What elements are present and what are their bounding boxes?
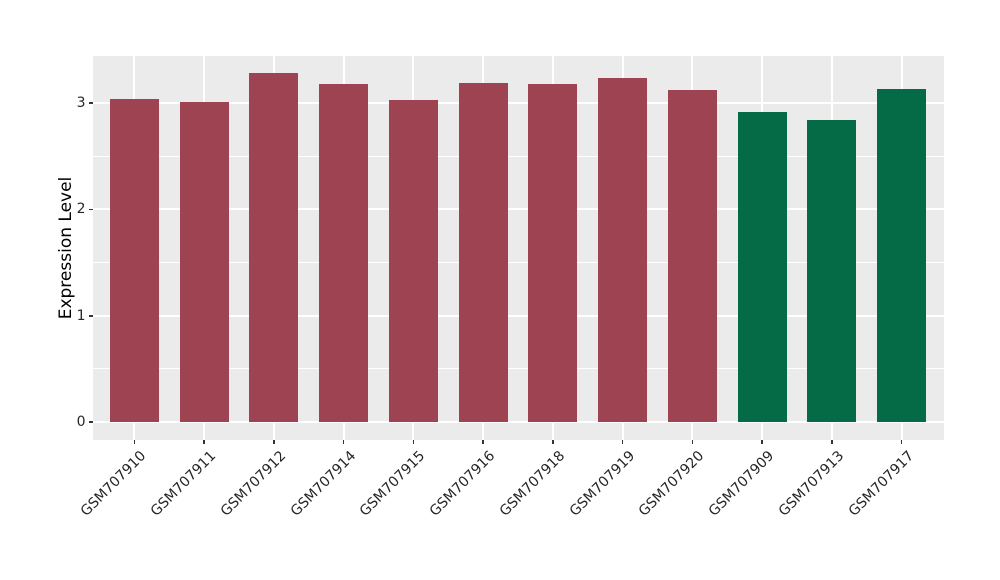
x-tick-mark	[342, 439, 345, 444]
x-tick-mark	[552, 439, 554, 444]
bar-gsm707914	[319, 84, 368, 423]
x-tick-mark	[412, 439, 415, 444]
x-tick-mark	[273, 439, 275, 444]
x-tick-label: GSM707916	[426, 447, 499, 520]
bar-gsm707917	[877, 89, 927, 423]
x-tick-label: GSM707913	[775, 447, 848, 520]
x-tick-mark	[691, 439, 694, 444]
bar-gsm707915	[388, 100, 438, 423]
x-tick-mark	[900, 439, 903, 444]
gridline-major	[92, 421, 944, 424]
x-tick-label: GSM707909	[705, 447, 778, 520]
y-tick-label: 2	[76, 201, 86, 218]
bar-gsm707909	[737, 111, 787, 423]
x-tick-label: GSM707914	[287, 447, 359, 520]
x-tick-label: GSM707915	[357, 447, 429, 520]
bar-gsm707920	[667, 90, 717, 423]
y-tick-label: 3	[76, 95, 86, 112]
bar-gsm707912	[249, 73, 299, 423]
plot-panel	[92, 56, 944, 440]
x-tick-label: GSM707910	[78, 447, 150, 520]
gridline-major	[92, 314, 944, 317]
gridline-minor	[92, 155, 944, 157]
y-tick-label: 0	[76, 414, 86, 431]
bar-gsm707913	[807, 120, 857, 423]
bar-gsm707919	[598, 77, 648, 423]
y-tick-mark	[88, 102, 93, 104]
x-tick-label: GSM707911	[147, 447, 220, 520]
x-tick-label: GSM707920	[636, 447, 708, 520]
x-tick-label: GSM707912	[217, 447, 290, 520]
x-tick-mark	[482, 439, 484, 444]
gridline-major	[92, 208, 944, 211]
y-tick-label: 1	[76, 307, 86, 324]
x-tick-label: GSM707918	[496, 447, 569, 520]
x-tick-mark	[621, 439, 624, 444]
x-tick-mark	[761, 439, 763, 444]
gridline-major	[92, 102, 944, 105]
x-tick-label: GSM707917	[845, 447, 917, 520]
x-tick-label: GSM707919	[566, 447, 638, 520]
bar-gsm707911	[179, 102, 229, 423]
gridline-minor	[92, 262, 944, 264]
y-tick-mark	[88, 208, 93, 211]
bar-gsm707910	[109, 98, 159, 423]
bar-gsm707916	[458, 82, 508, 423]
y-tick-mark	[88, 421, 93, 423]
bar-gsm707918	[528, 84, 578, 423]
x-tick-mark	[831, 439, 833, 444]
x-tick-mark	[203, 439, 205, 444]
x-tick-mark	[133, 439, 136, 444]
y-tick-mark	[88, 315, 93, 317]
gridline-minor	[92, 368, 944, 370]
